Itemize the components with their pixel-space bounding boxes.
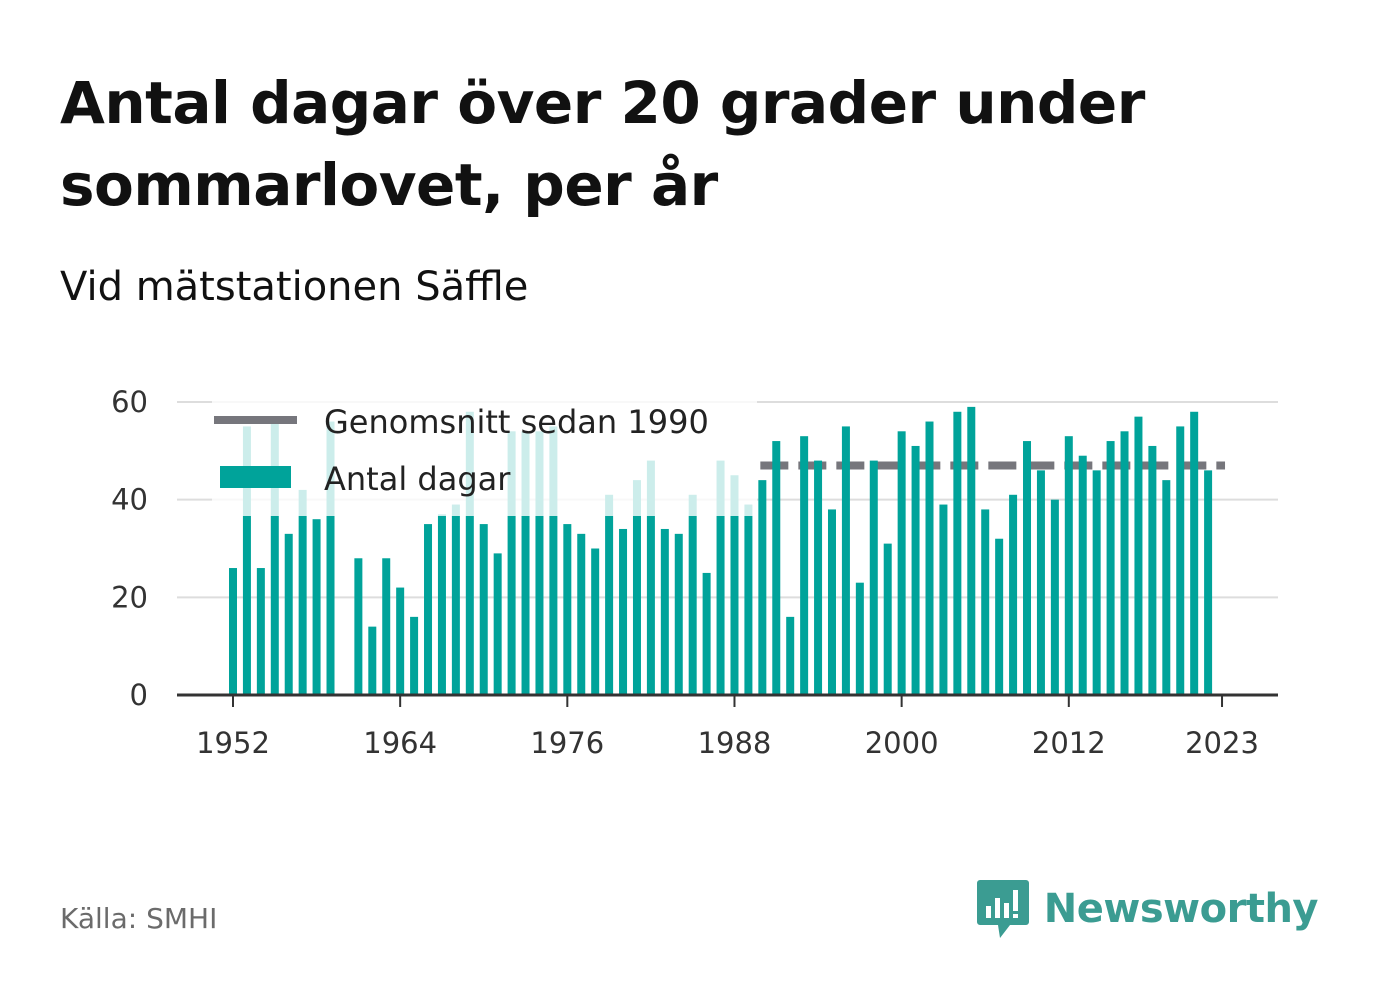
bar [256,568,265,695]
bar [605,494,614,695]
bar [716,460,725,695]
bar [549,426,558,695]
x-tick-label: 1988 [698,726,772,760]
bar [925,421,934,695]
bar [1078,455,1087,695]
bar [451,504,460,695]
chart-subtitle: Vid mätstationen Säffle [60,264,529,310]
bar [1176,426,1185,695]
bar [1092,470,1101,695]
bar [312,519,321,695]
bar [1120,431,1129,695]
x-tick-label: 1964 [363,726,437,760]
x-tick-label: 2000 [865,726,939,760]
bar [1162,480,1171,695]
bar [869,460,878,695]
y-tick-label: 40 [111,483,148,517]
bar [1190,411,1199,695]
bar [1204,470,1213,695]
bar [465,411,474,695]
bar [1023,441,1032,695]
bar [619,528,628,695]
bar [786,616,795,695]
bar [632,480,641,695]
y-tick-label: 60 [111,385,148,419]
bar [939,504,948,695]
legend-background [212,398,757,516]
bar [410,616,419,695]
bar [298,489,307,695]
bar [1050,499,1059,695]
bar [646,460,655,695]
bar [437,514,446,695]
chart-title: Antal dagar över 20 grader under sommarl… [60,69,1145,219]
bar [591,548,600,695]
bar [229,568,237,695]
bar [814,460,823,695]
bar [521,431,530,695]
bar [702,572,711,695]
legend-swatch-average [214,416,297,424]
bar [270,421,279,695]
bar [883,543,892,695]
bar [744,504,753,695]
brand-logo: Newsworthy [976,878,1319,940]
bar [382,558,391,695]
bar [730,475,739,695]
bar [674,533,683,695]
bar [772,441,781,695]
legend-swatch-bars [220,466,291,488]
x-tick-label: 2012 [1032,726,1106,760]
bar [563,524,572,695]
bars [229,406,1213,695]
bar [827,509,836,695]
x-tick-label: 1976 [530,726,604,760]
bar [242,426,251,695]
bar [855,582,864,695]
bar [1009,494,1018,695]
bar [967,406,976,695]
bar [507,431,516,695]
bar [326,421,335,695]
bar [396,587,405,695]
bar-chart-speech-bubble-icon [976,880,1029,938]
bar [1148,445,1157,695]
bar [1106,441,1115,695]
y-tick-label: 20 [111,580,148,614]
bar [981,509,990,695]
legend-backdrop [212,398,757,516]
x-axis-ticks: 1952 1964 1976 1988 2000 2012 2023 [196,695,1259,760]
bar [424,524,433,695]
bar [1134,416,1143,695]
bar [1064,436,1073,695]
legend: Genomsnitt sedan 1990 Antal dagar [214,403,709,498]
bar [284,533,293,695]
bar [493,553,502,695]
x-tick-label: 1952 [196,726,270,760]
legend-label-average: Genomsnitt sedan 1990 [324,403,709,441]
bar [1036,470,1045,695]
bar [911,445,920,695]
y-axis-ticks: 0 20 40 60 [111,385,148,712]
bar [758,480,767,695]
y-tick-label: 0 [130,678,148,712]
bar [354,558,363,695]
legend-label-bars: Antal dagar [324,460,511,498]
bar [800,436,809,695]
bar [995,538,1004,695]
bar [688,494,697,695]
bar [660,528,669,695]
bar [577,533,586,695]
bar [368,626,377,695]
x-tick-label: 2023 [1185,726,1259,760]
bar [535,431,544,695]
bar [841,426,850,695]
brand-name: Newsworthy [1043,886,1319,932]
bar [897,431,906,695]
source-note: Källa: SMHI [60,902,218,935]
bar [953,411,962,695]
bar [479,524,488,695]
bar-chart: 0 20 40 60 1952 1964 1976 1988 2000 2012 2023 Gen… [111,385,1278,760]
